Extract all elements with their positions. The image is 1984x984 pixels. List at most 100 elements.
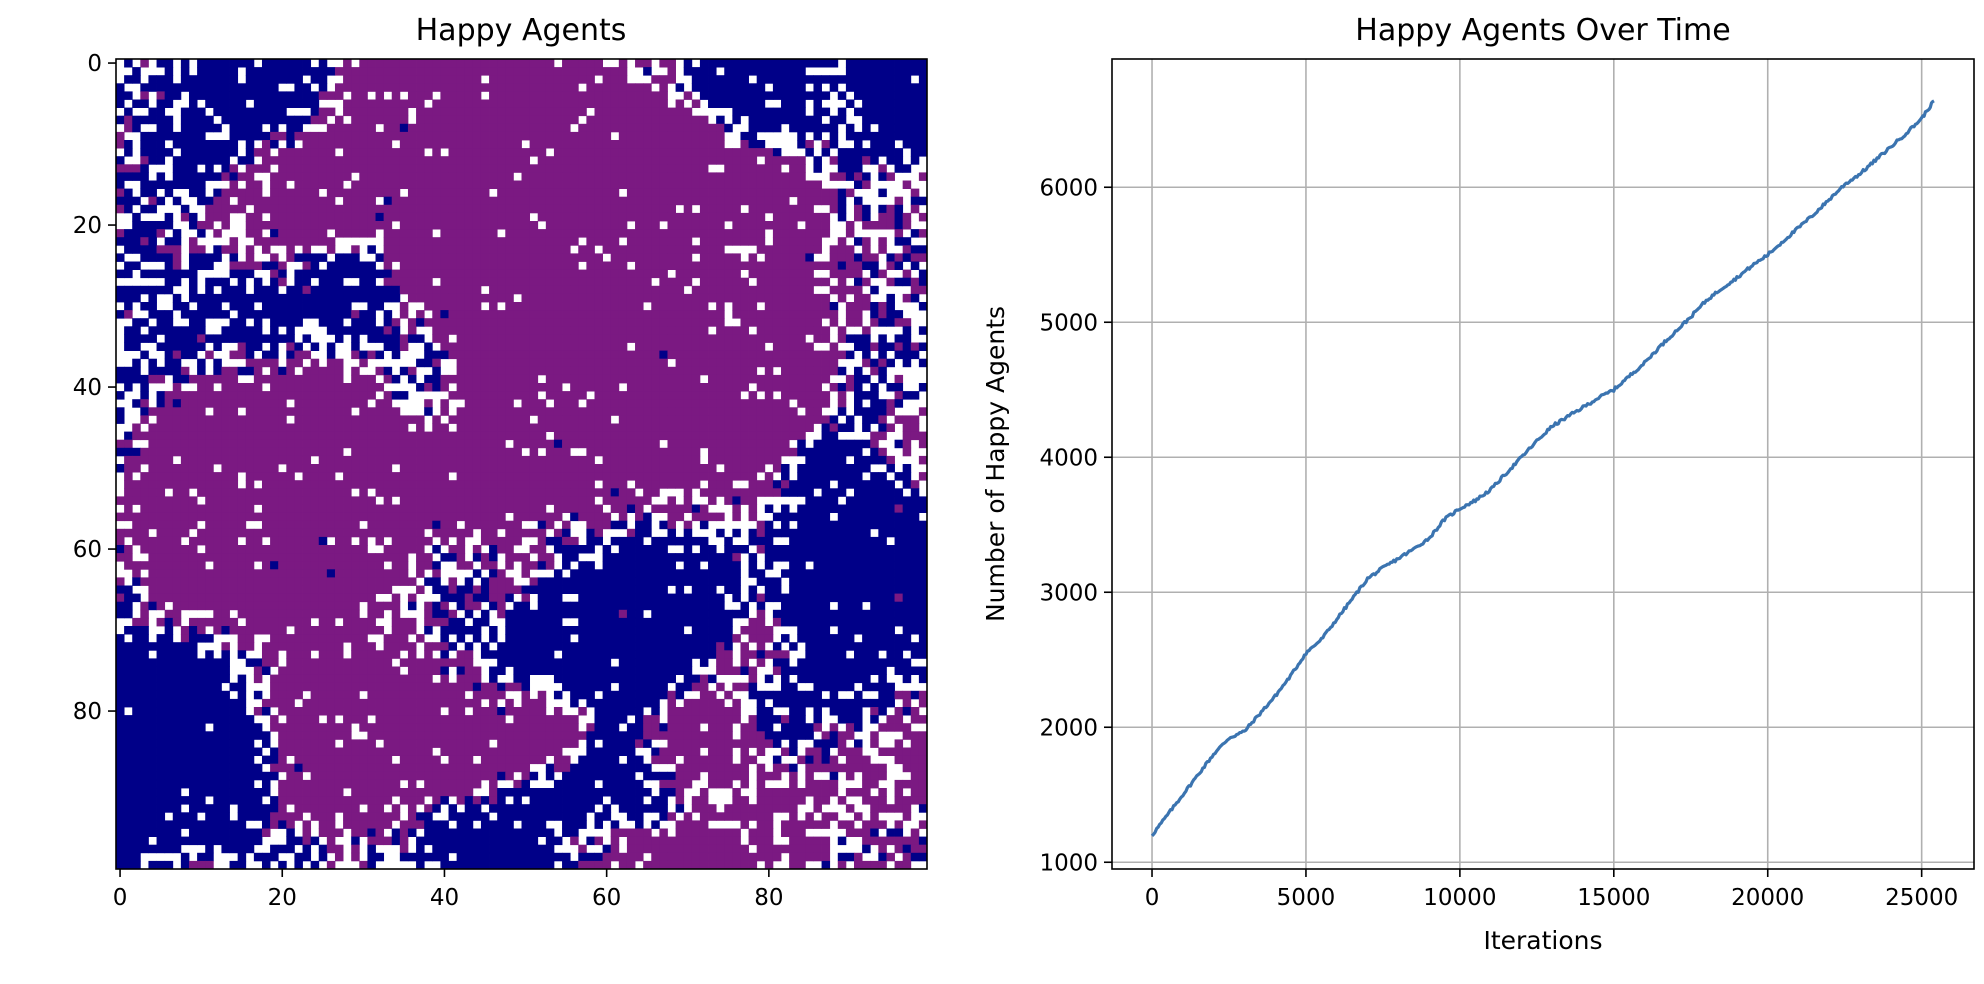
heatmap-cell (570, 237, 579, 246)
heatmap-cell (870, 480, 879, 489)
heatmap-cell (391, 455, 401, 465)
heatmap-cell (310, 148, 320, 157)
heatmap-cell (667, 261, 676, 270)
heatmap-cell (448, 285, 458, 295)
heatmap-cell (570, 415, 579, 424)
heatmap-cell (562, 269, 571, 279)
heatmap-cell (699, 188, 709, 198)
heatmap-cell (886, 156, 895, 165)
heatmap-cell (756, 326, 766, 335)
heatmap-cell (659, 196, 668, 206)
heatmap-cell (545, 334, 555, 343)
heatmap-cell (910, 204, 920, 214)
heatmap-cell (278, 237, 287, 246)
heatmap-cell (756, 415, 766, 424)
heatmap-cell (716, 75, 725, 84)
heatmap-cell (699, 237, 709, 246)
heatmap-cell (643, 326, 652, 335)
heatmap-cell (375, 131, 385, 141)
heatmap-cell (407, 464, 417, 473)
heatmap-cell (513, 131, 522, 141)
heatmap-cell (643, 358, 652, 368)
heatmap-cell (497, 520, 506, 530)
heatmap-cell (813, 123, 822, 133)
heatmap-cell (505, 237, 514, 246)
heatmap-cell (399, 253, 409, 262)
heatmap-cell (643, 196, 652, 206)
heatmap-cell (416, 212, 425, 222)
heatmap-cell (837, 204, 847, 214)
heatmap-cell (789, 415, 798, 424)
heatmap-cell (732, 472, 741, 481)
heatmap-cell (683, 293, 693, 303)
heatmap-cell (302, 269, 312, 279)
heatmap-cell (156, 221, 166, 230)
heatmap-cell (902, 140, 912, 149)
heatmap-cell (180, 107, 190, 117)
heatmap-cell (764, 204, 774, 214)
heatmap-cell (270, 59, 279, 68)
heatmap-cell (553, 107, 563, 117)
heatmap-cell (326, 504, 336, 513)
heatmap-cell (124, 431, 133, 441)
heatmap-cell (562, 488, 571, 497)
heatmap-cell (343, 383, 352, 392)
heatmap-cell (716, 59, 725, 68)
heatmap-cell (148, 140, 157, 149)
heatmap-cell (229, 188, 239, 198)
heatmap-cell (221, 293, 230, 303)
heatmap-cell (772, 212, 782, 222)
heatmap-cell (781, 350, 790, 360)
heatmap-cell (472, 374, 482, 384)
heatmap-cell (456, 140, 466, 149)
heatmap-cell (205, 302, 214, 311)
heatmap-cell (472, 221, 482, 230)
heatmap-cell (278, 302, 287, 311)
heatmap-cell (740, 439, 749, 449)
heatmap-cell (197, 83, 206, 92)
heatmap-cell (464, 131, 474, 141)
heatmap-cell (870, 455, 879, 465)
heatmap-cell (797, 528, 806, 538)
heatmap-cell (156, 520, 166, 530)
heatmap-cell (343, 512, 352, 522)
heatmap-cell (854, 342, 863, 351)
heatmap-cell (748, 59, 758, 68)
heatmap-cell (529, 366, 539, 376)
heatmap-cell (448, 326, 458, 335)
heatmap-cell (416, 221, 425, 230)
heatmap-cell (781, 107, 790, 117)
heatmap-cell (229, 455, 239, 465)
heatmap-cell (918, 172, 928, 181)
heatmap-cell (172, 245, 182, 254)
heatmap-cell (618, 358, 628, 368)
heatmap-cell (708, 488, 717, 497)
heatmap-cell (748, 67, 758, 76)
heatmap-cell (659, 326, 668, 335)
heatmap-cell (821, 358, 831, 368)
heatmap-cell (424, 196, 433, 206)
heatmap-cell (724, 59, 733, 68)
heatmap-cell (635, 204, 644, 214)
heatmap-cell (562, 326, 571, 335)
heatmap-cell (302, 415, 312, 424)
heatmap-cell (813, 156, 822, 165)
heatmap-cell (302, 488, 312, 497)
heatmap-cell (278, 156, 287, 165)
heatmap-cell (116, 391, 125, 400)
heatmap-cell (383, 310, 393, 319)
heatmap-cell (148, 374, 157, 384)
heatmap-cell (245, 447, 255, 457)
heatmap-cell (902, 480, 912, 489)
heatmap-cell (829, 310, 839, 319)
heatmap-cell (318, 293, 328, 303)
heatmap-cell (772, 431, 782, 441)
heatmap-cell (562, 318, 571, 327)
heatmap-cell (416, 472, 425, 481)
heatmap-cell (513, 115, 522, 125)
heatmap-cell (286, 528, 295, 538)
heatmap-cell (813, 520, 822, 530)
heatmap-cell (562, 464, 571, 473)
heatmap-cell (610, 350, 620, 360)
